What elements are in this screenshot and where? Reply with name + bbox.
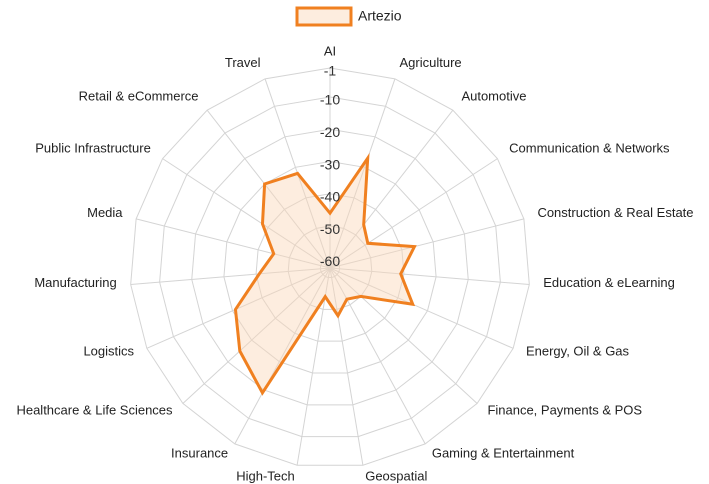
category-label: Travel bbox=[225, 55, 261, 70]
category-label: High-Tech bbox=[236, 469, 295, 484]
spoke bbox=[162, 158, 331, 269]
category-label: Agriculture bbox=[399, 55, 461, 70]
spoke bbox=[296, 267, 331, 466]
spoke bbox=[182, 267, 331, 404]
r-tick-label: -10 bbox=[320, 92, 340, 108]
spoke bbox=[234, 267, 331, 445]
r-tick-label: -60 bbox=[320, 253, 340, 269]
spoke bbox=[329, 267, 364, 466]
legend-swatch bbox=[295, 6, 353, 27]
category-label: Manufacturing bbox=[34, 275, 116, 290]
category-label: Communication & Networks bbox=[509, 140, 670, 155]
spoke bbox=[329, 158, 498, 269]
grid-ring bbox=[159, 96, 501, 438]
category-label: Public Infrastructure bbox=[35, 140, 151, 155]
spoke bbox=[135, 218, 331, 269]
category-label: Gaming & Entertainment bbox=[432, 446, 575, 461]
grid-ring bbox=[130, 67, 530, 466]
series-area bbox=[233, 152, 417, 396]
r-tick-label: -20 bbox=[320, 124, 340, 140]
category-label: Energy, Oil & Gas bbox=[526, 343, 630, 358]
category-label: Automotive bbox=[461, 89, 526, 104]
grid-ring bbox=[223, 161, 437, 374]
category-label: Retail & eCommerce bbox=[79, 89, 199, 104]
grid-ring bbox=[191, 128, 469, 406]
category-label: Education & eLearning bbox=[543, 275, 675, 290]
r-tick-label: -50 bbox=[320, 221, 340, 237]
spoke bbox=[206, 109, 331, 269]
category-label: Insurance bbox=[171, 446, 228, 461]
spoke bbox=[329, 218, 525, 269]
spoke bbox=[329, 78, 396, 269]
category-label: Logistics bbox=[83, 343, 134, 358]
category-label: Geospatial bbox=[365, 469, 427, 484]
category-label: Media bbox=[87, 205, 123, 220]
legend-label: Artezio bbox=[358, 8, 402, 24]
r-tick-label: -1 bbox=[324, 63, 337, 79]
category-label: Healthcare & Life Sciences bbox=[16, 402, 173, 417]
category-label: AI bbox=[324, 43, 336, 58]
spoke bbox=[329, 109, 454, 269]
grid-ring bbox=[287, 225, 373, 310]
spoke bbox=[130, 267, 331, 286]
spoke bbox=[329, 267, 426, 445]
spoke bbox=[146, 267, 331, 349]
r-tick-label: -30 bbox=[320, 156, 340, 172]
category-label: Construction & Real Estate bbox=[537, 205, 693, 220]
r-tick-label: -40 bbox=[320, 189, 340, 205]
spoke bbox=[329, 267, 530, 286]
spoke bbox=[329, 267, 478, 404]
grid-ring bbox=[319, 257, 341, 279]
spoke bbox=[329, 267, 514, 349]
category-label: Finance, Payments & POS bbox=[487, 402, 642, 417]
